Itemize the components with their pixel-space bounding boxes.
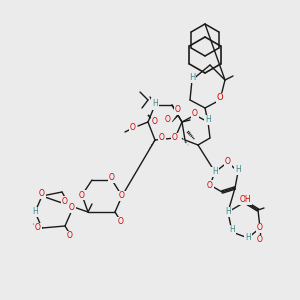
Text: O: O: [192, 109, 198, 118]
Text: O: O: [257, 236, 263, 244]
Text: H: H: [245, 233, 251, 242]
Text: O: O: [39, 190, 45, 199]
Text: O: O: [159, 134, 165, 142]
Text: O: O: [130, 124, 136, 133]
Text: O: O: [79, 190, 85, 200]
Text: H: H: [189, 74, 195, 82]
Text: O: O: [118, 218, 124, 226]
Text: H: H: [152, 98, 158, 107]
Text: O: O: [207, 181, 213, 190]
Text: OH: OH: [239, 196, 251, 205]
Polygon shape: [147, 114, 155, 122]
Text: H: H: [212, 167, 218, 176]
Text: O: O: [119, 191, 125, 200]
Text: H: H: [225, 208, 231, 217]
Text: O: O: [257, 224, 263, 232]
Text: O: O: [69, 203, 75, 212]
Text: O: O: [217, 94, 223, 103]
Text: O: O: [109, 173, 115, 182]
Text: H: H: [229, 226, 235, 235]
Text: H: H: [32, 208, 38, 217]
Text: O: O: [35, 224, 41, 232]
Text: O: O: [175, 106, 181, 115]
Text: O: O: [165, 116, 171, 124]
Text: O: O: [67, 232, 73, 241]
Text: O: O: [62, 196, 68, 206]
Text: H: H: [205, 116, 211, 124]
Text: O: O: [152, 118, 158, 127]
Polygon shape: [172, 114, 179, 122]
Text: O: O: [225, 158, 231, 166]
Text: H: H: [235, 166, 241, 175]
Text: O: O: [152, 100, 158, 109]
Text: O: O: [172, 134, 178, 142]
